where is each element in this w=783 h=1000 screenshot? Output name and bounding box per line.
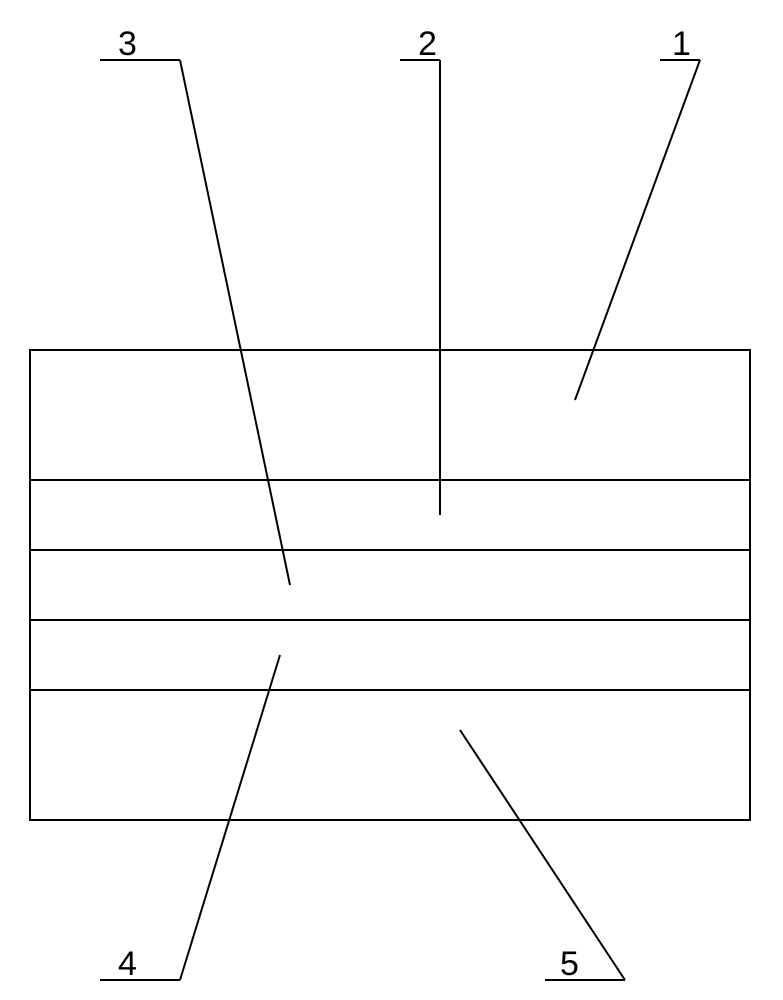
canvas-background (0, 0, 783, 1000)
callout-label-4: 4 (118, 945, 138, 983)
callout-label-5: 5 (560, 945, 580, 983)
callout-label-1: 1 (672, 25, 692, 63)
callout-label-2: 2 (418, 25, 438, 63)
callout-label-3: 3 (118, 25, 138, 63)
